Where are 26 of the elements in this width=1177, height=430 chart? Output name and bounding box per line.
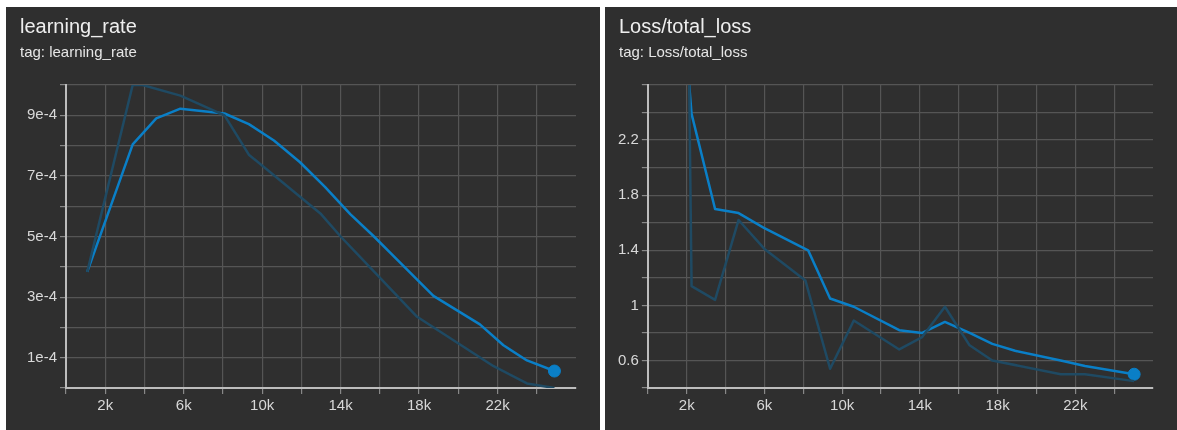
y-tick-label: 9e-4 (26, 105, 58, 123)
x-tick-label: 18k (985, 396, 1011, 414)
y-tick-label: 1e-4 (26, 347, 58, 365)
y-tick-label: 1.8 (617, 185, 639, 203)
chart-subtitle: tag: learning_rate (20, 43, 137, 60)
x-tick-label: 14k (907, 396, 933, 414)
y-tick-label: 3e-4 (26, 287, 58, 305)
y-tick-label: 7e-4 (26, 166, 58, 184)
x-tick-label: 22k (485, 396, 511, 414)
x-tick-label: 14k (328, 396, 354, 414)
y-tick-label: 0.6 (617, 350, 639, 368)
chart-title: learning_rate (20, 15, 137, 38)
y-tick-label: 5e-4 (26, 226, 58, 244)
x-tick-label: 6k (756, 396, 773, 414)
x-tick-label: 2k (678, 396, 696, 414)
chart-title: Loss/total_loss (619, 15, 752, 38)
x-tick-label: 22k (1063, 396, 1088, 414)
x-tick-label: 10k (830, 396, 855, 414)
y-tick-label: 1 (630, 295, 639, 313)
y-tick-label: 2.2 (617, 130, 639, 148)
x-tick-label: 18k (406, 396, 432, 414)
y-tick-label: 1.4 (617, 240, 639, 258)
chart-subtitle: tag: Loss/total_loss (619, 43, 748, 60)
x-tick-label: 2k (97, 396, 114, 414)
x-tick-label: 10k (250, 396, 275, 414)
x-tick-label: 6k (175, 396, 193, 414)
